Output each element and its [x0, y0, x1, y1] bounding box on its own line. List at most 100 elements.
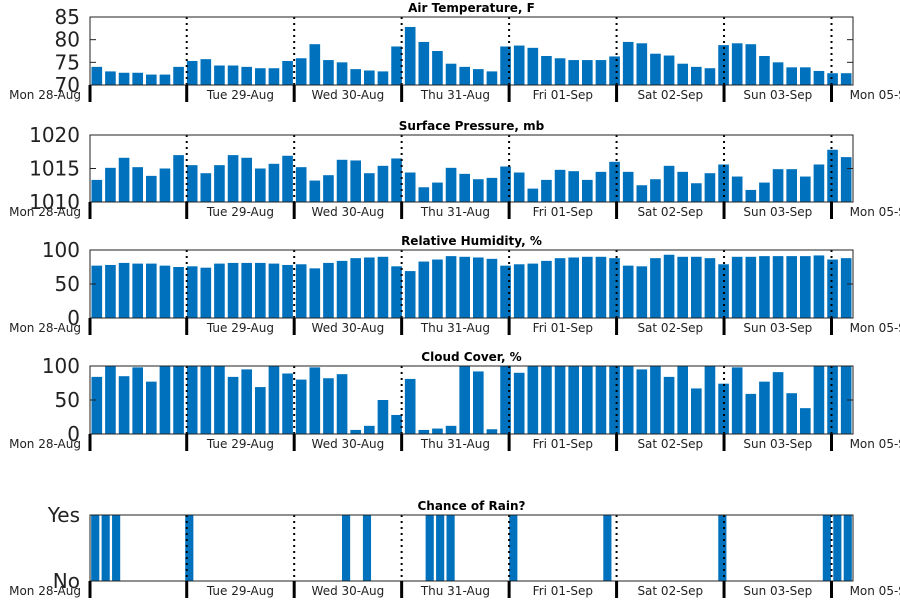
bar	[650, 53, 661, 85]
x-tick-label: Mon 05-Sep	[850, 584, 900, 598]
bar	[609, 56, 620, 85]
x-tick-label: Sat 02-Sep	[637, 321, 703, 335]
bar	[622, 265, 634, 318]
bar	[200, 366, 212, 434]
bar	[255, 68, 266, 85]
y-tick-label: Yes	[47, 503, 80, 527]
bar	[691, 183, 702, 202]
panel-title: Surface Pressure, mb	[399, 119, 545, 133]
bar	[350, 69, 361, 85]
x-tick-label: Mon 05-Sep	[850, 88, 900, 102]
bar	[527, 366, 539, 434]
y-tick-label: 85	[55, 5, 80, 29]
bar	[691, 66, 702, 85]
bar	[105, 264, 116, 318]
bar	[200, 267, 212, 318]
bar	[486, 177, 498, 202]
bar	[582, 60, 593, 85]
bar	[759, 182, 770, 202]
y-tick-label: 70	[55, 73, 80, 97]
bar	[554, 58, 566, 85]
bar	[759, 55, 770, 85]
bar	[186, 165, 198, 202]
x-tick-label: Sun 03-Sep	[743, 584, 812, 598]
bar	[509, 515, 518, 581]
bar	[241, 157, 252, 202]
plot-frame	[89, 16, 854, 86]
bar	[704, 173, 716, 202]
panel-5: Chance of Rain? No Yes Mon 28-Aug Tue 29-Aug…	[9, 499, 900, 598]
bar	[663, 254, 675, 318]
x-tick-label: Sat 02-Sep	[637, 584, 703, 598]
bar	[323, 175, 334, 202]
bar	[691, 388, 702, 434]
bar	[772, 256, 784, 318]
bar	[391, 46, 402, 85]
plot-frame	[89, 514, 854, 582]
x-tick-label: Sat 02-Sep	[637, 205, 703, 219]
bar	[554, 169, 566, 202]
y-tick-label: 50	[55, 388, 80, 412]
bar	[840, 258, 852, 318]
bar	[418, 261, 430, 318]
bar	[159, 366, 171, 434]
bar	[186, 266, 198, 318]
x-tick-label: Mon 28-Aug	[9, 584, 81, 598]
bar	[833, 515, 842, 581]
x-tick-label: Sat 02-Sep	[637, 88, 703, 102]
bar	[813, 366, 825, 434]
bar	[364, 425, 375, 434]
bar	[391, 414, 402, 434]
bar	[500, 166, 511, 202]
panel-title: Relative Humidity, %	[401, 234, 542, 248]
bar	[827, 366, 838, 434]
bar	[745, 189, 757, 202]
bar	[350, 160, 361, 202]
bar	[622, 41, 634, 85]
bar	[391, 158, 402, 202]
bar	[704, 366, 716, 434]
bar	[473, 179, 484, 202]
x-tick-label: Fri 01-Sep	[533, 321, 593, 335]
bar	[800, 256, 811, 318]
bar	[241, 369, 252, 434]
bar	[541, 55, 552, 85]
bar	[377, 165, 389, 202]
x-tick-label: Wed 30-Aug	[312, 437, 385, 451]
bar	[214, 366, 225, 434]
bar	[350, 429, 361, 434]
bar	[554, 366, 566, 434]
bar	[609, 161, 620, 202]
y-tick-label: 0	[67, 306, 80, 330]
bar	[554, 258, 566, 318]
bar	[786, 169, 797, 202]
bar	[786, 256, 797, 318]
bar	[173, 267, 184, 318]
bar	[295, 379, 307, 434]
bar	[404, 172, 416, 202]
x-tick-label: Fri 01-Sep	[533, 584, 593, 598]
bar	[105, 366, 116, 434]
bar	[800, 176, 811, 202]
bar	[595, 256, 607, 318]
bar	[582, 366, 593, 434]
bar	[500, 46, 511, 85]
bar	[513, 45, 525, 85]
x-tick-label: Sat 02-Sep	[637, 437, 703, 451]
bar	[295, 58, 307, 85]
x-tick-label: Mon 28-Aug	[9, 205, 81, 219]
bar	[255, 168, 266, 202]
bar	[527, 188, 539, 202]
bar	[377, 256, 389, 318]
bar	[91, 179, 103, 202]
y-tick-label: 80	[55, 28, 80, 52]
bar	[146, 175, 157, 202]
bar	[731, 176, 743, 202]
bar	[582, 256, 593, 318]
bar	[282, 60, 293, 85]
x-tick-label: Sun 03-Sep	[743, 321, 812, 335]
bar	[309, 180, 321, 202]
bar	[132, 367, 143, 434]
panel-title: Air Temperature, F	[408, 1, 535, 15]
y-tick-label: 1010	[29, 190, 80, 214]
